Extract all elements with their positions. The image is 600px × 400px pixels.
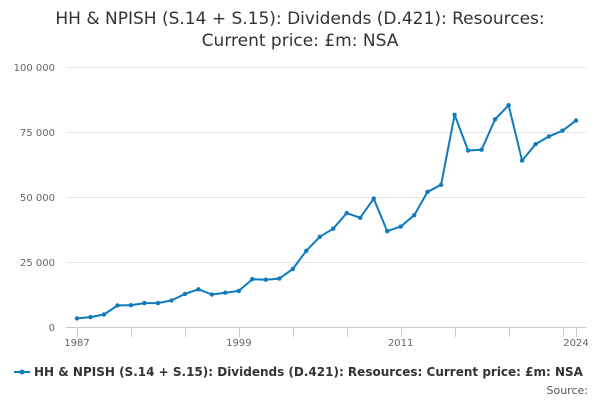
data-point [142, 300, 147, 306]
y-tick-label: 50 000 [20, 193, 55, 204]
x-tick-label: 2011 [388, 338, 413, 349]
x-tick-label: 1987 [64, 338, 89, 349]
data-point [74, 316, 80, 321]
data-point [128, 303, 134, 308]
x-tick-label: 1999 [226, 338, 251, 349]
data-point [169, 298, 174, 303]
data-point [101, 312, 107, 317]
data-point [479, 147, 484, 152]
data-point [358, 215, 363, 220]
data-point [546, 134, 552, 139]
data-point [196, 287, 201, 292]
data-point [438, 182, 444, 187]
data-point [452, 112, 457, 118]
data-point [331, 226, 336, 231]
y-tick-label: 0 [49, 323, 55, 334]
data-point [385, 228, 390, 234]
data-point [290, 266, 295, 272]
chart-title-line-1: HH & NPISH (S.14 + S.15): Dividends (D.4… [55, 9, 544, 29]
legend-label[interactable]: HH & NPISH (S.14 + S.15): Dividends (D.4… [34, 365, 584, 379]
data-point [236, 288, 241, 294]
data-point [398, 224, 403, 229]
data-point [533, 142, 538, 147]
data-point [519, 158, 525, 163]
data-point [412, 213, 417, 218]
data-point [304, 248, 309, 253]
y-tick-label: 75 000 [20, 128, 55, 139]
data-point [371, 196, 376, 201]
data-point [263, 277, 268, 282]
y-gridlines [66, 67, 586, 263]
y-tick-label: 100 000 [14, 63, 55, 74]
x-axis-ticks: 1987 1999 2011 2024 [64, 327, 589, 349]
y-axis-ticks: 0 25 000 50 000 75 000 100 000 [14, 63, 55, 334]
data-point [317, 234, 322, 239]
source-label: Source: [547, 384, 589, 397]
data-point [465, 148, 471, 153]
data-point [492, 117, 498, 122]
series-group [74, 103, 579, 321]
data-point [209, 292, 215, 297]
data-point [115, 303, 120, 308]
data-point [425, 189, 430, 194]
data-point [277, 276, 282, 281]
data-point [250, 277, 255, 282]
data-point [182, 291, 188, 297]
legend-swatch-marker [19, 369, 25, 375]
chart-title-line-2: Current price: £m: NSA [202, 31, 399, 51]
series-line [76, 104, 577, 320]
data-point [573, 118, 579, 123]
data-point [88, 314, 93, 320]
legend[interactable]: HH & NPISH (S.14 + S.15): Dividends (D.4… [14, 365, 584, 379]
data-point [560, 128, 565, 133]
data-point [506, 103, 511, 108]
data-point [344, 210, 349, 216]
y-tick-label: 25 000 [20, 258, 55, 269]
data-point [223, 290, 228, 295]
data-point [155, 300, 161, 306]
x-tick-label: 2024 [563, 338, 588, 349]
